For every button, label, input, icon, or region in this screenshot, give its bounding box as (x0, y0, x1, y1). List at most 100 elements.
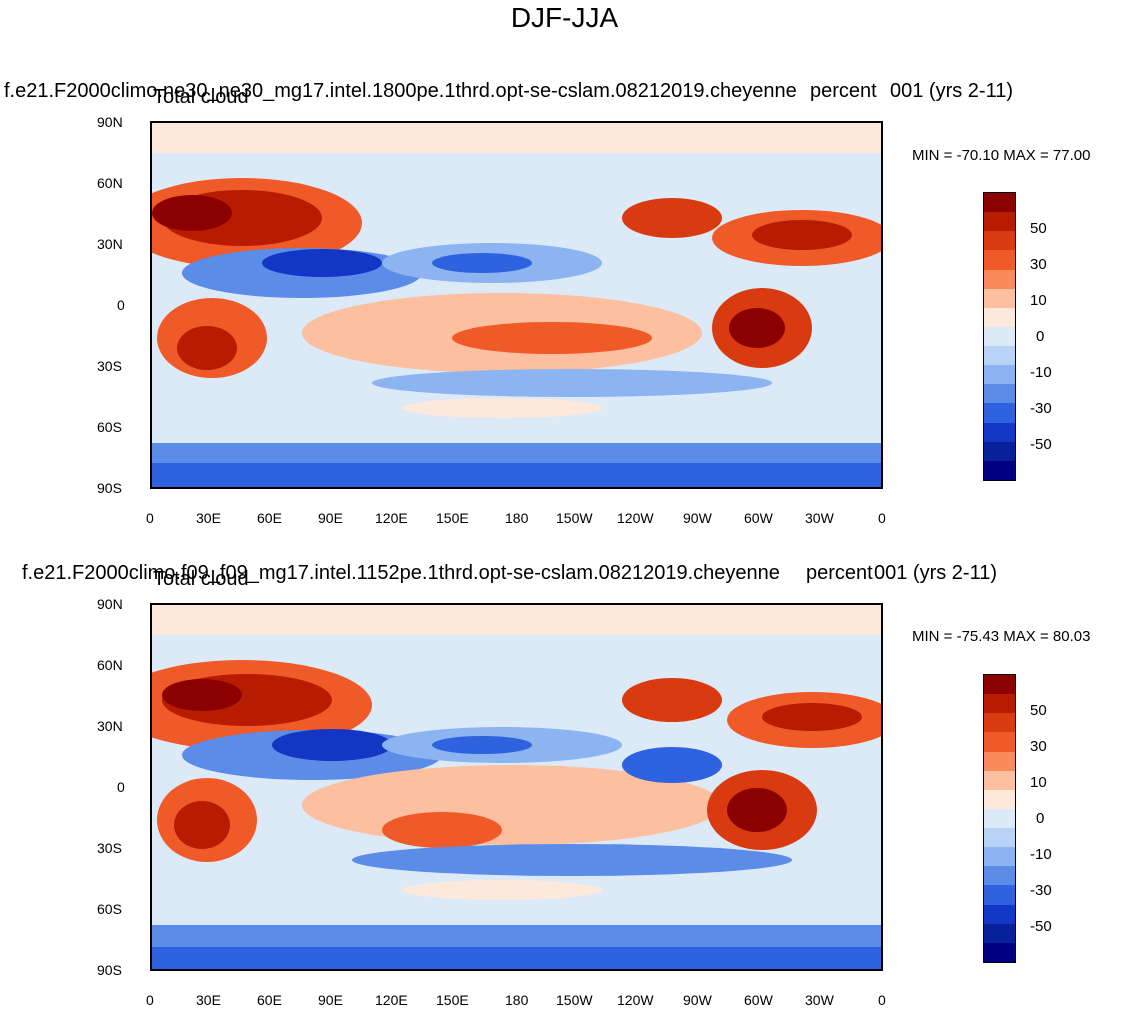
colorbar-swatch (984, 694, 1015, 714)
lon-tick: 30W (805, 510, 834, 526)
colorbar-swatch (984, 212, 1015, 232)
colorbar-swatch (984, 847, 1015, 867)
colorbar-swatch (984, 365, 1015, 385)
lon-tick: 120W (617, 992, 654, 1008)
lat-tick: 90S (97, 962, 122, 978)
colorbar-swatch (984, 250, 1015, 270)
lat-tick: 60N (97, 175, 123, 191)
lon-tick: 90W (683, 992, 712, 1008)
lon-tick: 60E (257, 992, 282, 1008)
lat-tick: 0 (117, 779, 125, 795)
colorbar-label: 10 (1030, 292, 1047, 309)
lat-tick: 0 (117, 297, 125, 313)
colorbar-swatch (984, 866, 1015, 886)
colorbar-swatch (984, 789, 1015, 809)
colorbar-swatch (984, 460, 1015, 480)
panel-bottom-years-label: 001 (yrs 2-11) (874, 562, 998, 584)
colorbar-label: 50 (1030, 702, 1047, 719)
colorbar-swatch (984, 885, 1015, 905)
colorbar-label: 10 (1030, 774, 1047, 791)
colorbar-swatch (984, 384, 1015, 404)
lon-tick: 150W (556, 510, 593, 526)
panel-top-map-field (152, 123, 881, 487)
lon-tick: 150W (556, 992, 593, 1008)
colorbar-swatch (984, 923, 1015, 943)
lon-tick: 30E (196, 510, 221, 526)
figure-title: DJF-JJA (510, 2, 619, 33)
colorbar-swatch (984, 713, 1015, 733)
lat-tick: 60S (97, 419, 122, 435)
lon-tick: 0 (146, 992, 154, 1008)
colorbar-swatch (984, 269, 1015, 289)
lon-tick: 150E (436, 992, 469, 1008)
colorbar-label: 50 (1030, 220, 1047, 237)
lat-tick: 30N (97, 236, 123, 252)
colorbar-swatch (984, 808, 1015, 828)
colorbar-label: -30 (1030, 882, 1052, 899)
colorbar-swatch (984, 732, 1015, 752)
colorbar-label: 0 (1036, 810, 1045, 827)
colorbar-swatch (984, 675, 1015, 695)
lon-tick: 60W (744, 992, 773, 1008)
panel-top-units-label: percent (810, 80, 877, 102)
lat-tick: 30S (97, 840, 122, 856)
panel-bottom-variable-label: Total cloud (153, 568, 249, 590)
lon-tick: 90E (318, 510, 343, 526)
colorbar-swatch (984, 231, 1015, 251)
colorbar-swatch (984, 422, 1015, 442)
colorbar-swatch (984, 942, 1015, 962)
lon-tick: 120W (617, 510, 654, 526)
colorbar-swatch (984, 307, 1015, 327)
colorbar-label: 0 (1036, 328, 1045, 345)
panel-top-case-label: f.e21.F2000climo.ne30_ne30_mg17.intel.18… (4, 80, 797, 102)
lat-tick: 60N (97, 657, 123, 673)
panel-bottom-units-label: percent (806, 562, 873, 584)
panel-bottom-minmax: MIN = -75.43 MAX = 80.03 (912, 628, 1091, 645)
lon-tick: 120E (375, 992, 408, 1008)
colorbar-swatch (984, 403, 1015, 423)
panel-top-years-label: 001 (yrs 2-11) (890, 80, 1014, 102)
lon-tick: 0 (878, 510, 886, 526)
lat-tick: 90N (97, 114, 123, 130)
lon-tick: 60W (744, 510, 773, 526)
lon-tick: 90W (683, 510, 712, 526)
colorbar-swatch (984, 828, 1015, 848)
panel-bottom-map-field (152, 605, 881, 969)
colorbar-swatch (984, 770, 1015, 790)
colorbar-swatch (984, 441, 1015, 461)
colorbar-swatch (984, 346, 1015, 366)
colorbar-label: -30 (1030, 400, 1052, 417)
lon-tick: 0 (878, 992, 886, 1008)
panel-top-minmax: MIN = -70.10 MAX = 77.00 (912, 147, 1091, 164)
colorbar-swatch (984, 904, 1015, 924)
panel-bottom-map (150, 603, 883, 971)
lat-tick: 30S (97, 358, 122, 374)
panel-bottom-case-label: f.e21.F2000climo.f09_f09_mg17.intel.1152… (22, 562, 780, 584)
lon-tick: 0 (146, 510, 154, 526)
colorbar-label: -50 (1030, 436, 1052, 453)
colorbar-swatch (984, 288, 1015, 308)
colorbar-label: -10 (1030, 846, 1052, 863)
colorbar-label: 30 (1030, 738, 1047, 755)
panel-top-map (150, 121, 883, 489)
colorbar-label: -50 (1030, 918, 1052, 935)
lat-tick: 60S (97, 901, 122, 917)
lon-tick: 90E (318, 992, 343, 1008)
lon-tick: 150E (436, 510, 469, 526)
lon-tick: 30E (196, 992, 221, 1008)
lat-tick: 90N (97, 596, 123, 612)
lat-tick: 30N (97, 718, 123, 734)
lon-tick: 120E (375, 510, 408, 526)
lat-tick: 90S (97, 480, 122, 496)
panel-bottom-colorbar (983, 674, 1016, 963)
colorbar-swatch (984, 751, 1015, 771)
colorbar-label: 30 (1030, 256, 1047, 273)
colorbar-label: -10 (1030, 364, 1052, 381)
lon-tick: 180 (505, 992, 529, 1008)
lon-tick: 60E (257, 510, 282, 526)
colorbar-swatch (984, 326, 1015, 346)
lon-tick: 180 (505, 510, 529, 526)
colorbar-swatch (984, 193, 1015, 213)
lon-tick: 30W (805, 992, 834, 1008)
panel-top-variable-label: Total cloud (153, 86, 249, 108)
